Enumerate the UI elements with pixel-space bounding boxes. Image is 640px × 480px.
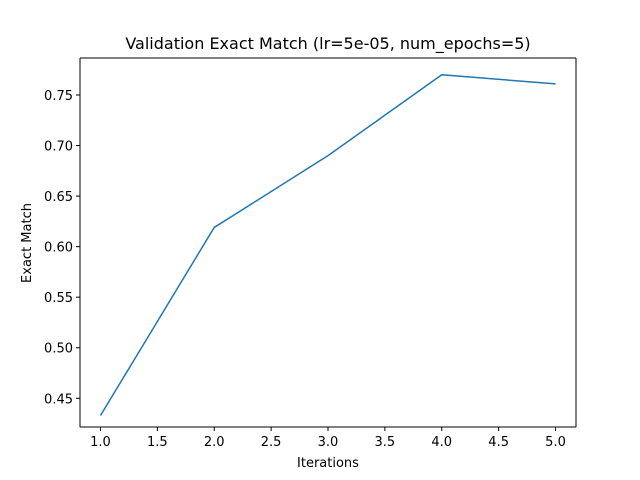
x-tick-label-0: 1.0	[90, 435, 111, 450]
plot-area: 1.0 1.5 2.0 2.5 3.0 3.5 4.0 4.5 5.0 0.45 0.50 0.55 0…	[44, 57, 577, 450]
x-axis-label: Iterations	[297, 456, 359, 471]
x-tick-label-3: 2.5	[261, 435, 282, 450]
y-tick-label-3: 0.60	[44, 241, 73, 256]
x-tick-label-1: 1.5	[147, 435, 168, 450]
y-tick-label-2: 0.55	[44, 291, 73, 306]
y-tick-label-6: 0.75	[44, 89, 73, 104]
y-tick-label-4: 0.65	[44, 190, 73, 205]
x-tick-label-4: 3.0	[318, 435, 339, 450]
x-tick-label-7: 4.5	[488, 435, 509, 450]
y-tick-label-0: 0.45	[44, 392, 73, 407]
y-tick-label-5: 0.70	[44, 140, 73, 155]
series-line-0	[99, 74, 556, 416]
y-tick-label-1: 0.50	[44, 342, 73, 357]
x-tick-label-6: 4.0	[431, 435, 452, 450]
y-axis-label: Exact Match	[20, 203, 35, 283]
x-tick-label-2: 2.0	[204, 435, 225, 450]
x-tick-label-8: 5.0	[545, 435, 566, 450]
chart-title: Validation Exact Match (lr=5e-05, num_ep…	[125, 34, 530, 54]
x-tick-label-5: 3.5	[375, 435, 396, 450]
